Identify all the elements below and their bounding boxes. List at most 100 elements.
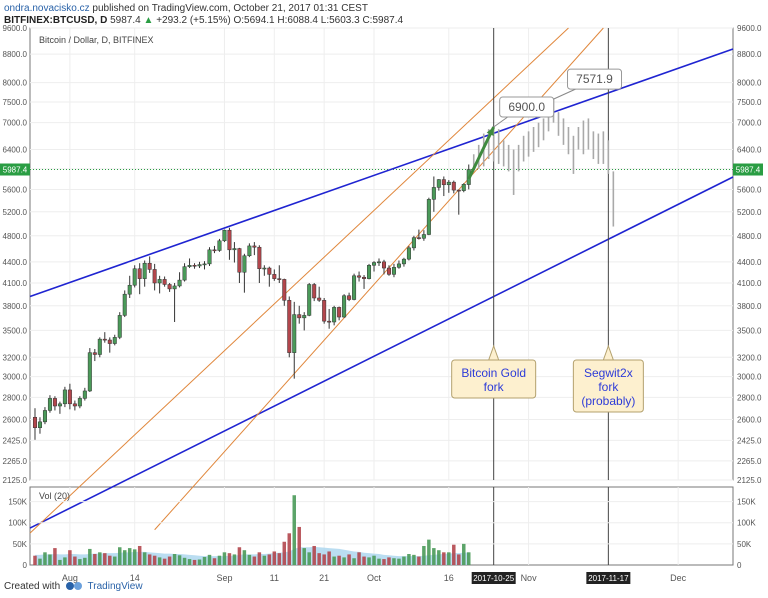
- candle-up: [342, 295, 347, 318]
- candle-up: [292, 314, 297, 353]
- volume-bar: [48, 554, 52, 565]
- volume-bar: [122, 550, 127, 565]
- candle-down: [337, 307, 342, 318]
- x-tick-label: Nov: [521, 573, 538, 583]
- price-callout-label: 7571.9: [576, 72, 613, 86]
- y-tick-label-right: 3000.0: [737, 373, 762, 382]
- y-tick-label-right: 9600.0: [737, 24, 762, 33]
- candle-up: [222, 229, 227, 242]
- y-tick-label-right: 5200.0: [737, 208, 762, 217]
- tradingview-logo-icon: [65, 582, 82, 591]
- candle-up: [302, 315, 307, 319]
- up-arrow-icon: ▲: [143, 15, 154, 26]
- volume-bar: [83, 557, 87, 565]
- volume-bar: [172, 554, 177, 565]
- candle-up: [396, 263, 401, 268]
- y-tick-label-left: 2600.0: [3, 416, 28, 425]
- candle-up: [97, 338, 102, 355]
- volume-bar: [58, 559, 62, 565]
- y-tick-label-left: 2800.0: [3, 393, 28, 402]
- volume-title: Vol (20): [39, 491, 70, 501]
- volume-tick-left: 150K: [8, 498, 27, 507]
- author-link[interactable]: ondra.novacisko.cz: [4, 3, 90, 14]
- candle-up: [217, 240, 222, 251]
- candle-up: [242, 255, 247, 273]
- volume-bar: [362, 556, 366, 565]
- date-tag: [471, 572, 516, 584]
- candle-down: [72, 403, 77, 407]
- price-change: +293.2 (+5.15%): [156, 15, 231, 26]
- candle-up: [127, 284, 132, 295]
- candle-up: [177, 279, 182, 287]
- volume-bar: [352, 558, 356, 565]
- tradingview-link[interactable]: TradingView: [87, 581, 143, 592]
- volume-bar: [117, 547, 122, 565]
- y-tick-label-right: 3500.0: [737, 326, 762, 335]
- candle-up: [367, 265, 372, 279]
- y-tick-label-right: 7000.0: [737, 119, 762, 128]
- candle-down: [192, 265, 197, 267]
- volume-bar: [43, 552, 47, 565]
- volume-bar: [417, 556, 421, 565]
- volume-bar: [257, 552, 262, 565]
- volume-bar: [357, 552, 361, 565]
- volume-bar: [177, 555, 182, 565]
- candle-down: [237, 248, 242, 273]
- volume-bar: [372, 555, 376, 565]
- volume-bar: [38, 558, 42, 565]
- candle-up: [172, 285, 177, 290]
- volume-bar: [457, 554, 461, 565]
- volume-bar: [113, 556, 117, 565]
- candle-up: [232, 248, 237, 251]
- volume-bar: [337, 555, 341, 565]
- candle-down: [107, 339, 112, 344]
- volume-bar: [108, 555, 112, 565]
- volume-bar: [53, 548, 57, 565]
- volume-bar: [247, 554, 252, 565]
- candle-up: [372, 262, 377, 266]
- volume-bar: [432, 548, 436, 565]
- y-tick-label-left: 7500.0: [3, 98, 28, 107]
- candle-up: [406, 247, 411, 260]
- volume-bar: [277, 553, 282, 565]
- candle-up: [87, 352, 92, 392]
- volume-bar: [88, 548, 92, 565]
- volume-bar: [467, 552, 471, 565]
- candle-down: [357, 275, 362, 278]
- candle-up: [47, 398, 52, 411]
- candle-down: [282, 279, 287, 301]
- y-tick-label-left: 3000.0: [3, 373, 28, 382]
- y-tick-label-left: 9600.0: [3, 24, 28, 33]
- candle-up: [112, 337, 117, 344]
- candle-up: [391, 267, 396, 275]
- candle-up: [62, 389, 67, 405]
- candle-up: [426, 199, 431, 235]
- y-tick-label-right: 6400.0: [737, 146, 762, 155]
- candle-up: [431, 187, 436, 200]
- volume-bar: [78, 559, 82, 565]
- volume-bar: [342, 557, 346, 565]
- volume-bar: [437, 550, 441, 565]
- trendline-upper-channel: [29, 48, 734, 298]
- x-tick-label: Oct: [367, 573, 382, 583]
- volume-bar: [137, 545, 142, 565]
- candle-down: [147, 262, 152, 270]
- y-tick-label-right: 2600.0: [737, 416, 762, 425]
- candle-up: [117, 315, 122, 338]
- candle-down: [67, 389, 72, 405]
- footer: Created with TradingView: [4, 581, 143, 592]
- candle-up: [352, 275, 357, 300]
- y-tick-label-right: 2800.0: [737, 393, 762, 402]
- volume-tick-left: 50K: [13, 540, 28, 549]
- candle-down: [451, 181, 456, 191]
- volume-bar: [232, 554, 237, 565]
- date-tag-label: 2017-11-17: [588, 574, 629, 583]
- volume-bar: [207, 554, 212, 565]
- y-tick-label-right: 8000.0: [737, 79, 762, 88]
- candle-down: [327, 320, 332, 323]
- candle-down: [322, 300, 327, 322]
- candle-up: [132, 268, 137, 286]
- candle-up: [42, 410, 47, 423]
- candle-down: [362, 276, 367, 279]
